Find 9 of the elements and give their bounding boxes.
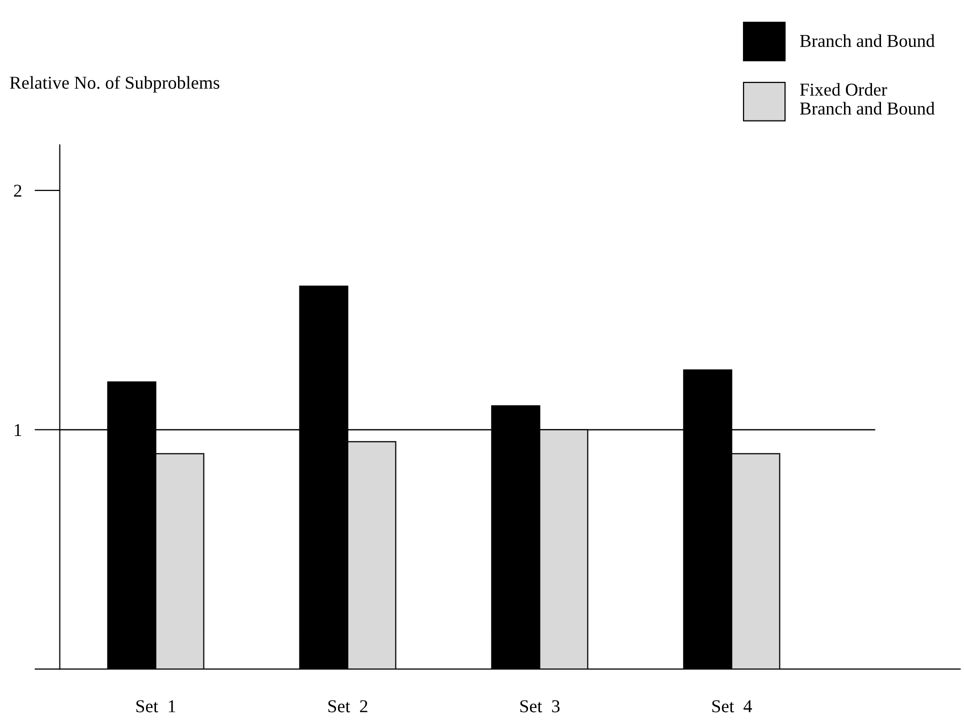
x-tick-label: Set 1 xyxy=(136,700,176,712)
y-tick-label: 1 xyxy=(14,424,22,436)
x-tick-label: Set 3 xyxy=(520,700,560,712)
x-tick-label: Set 2 xyxy=(328,700,368,712)
legend-label: Branch and Bound xyxy=(800,34,935,47)
legend-label: Fixed Order Branch and Bound xyxy=(800,83,935,115)
x-tick-label: Set 4 xyxy=(712,700,752,712)
y-axis-title: Relative No. of Subproblems xyxy=(10,76,220,93)
y-tick-label: 2 xyxy=(14,184,22,197)
